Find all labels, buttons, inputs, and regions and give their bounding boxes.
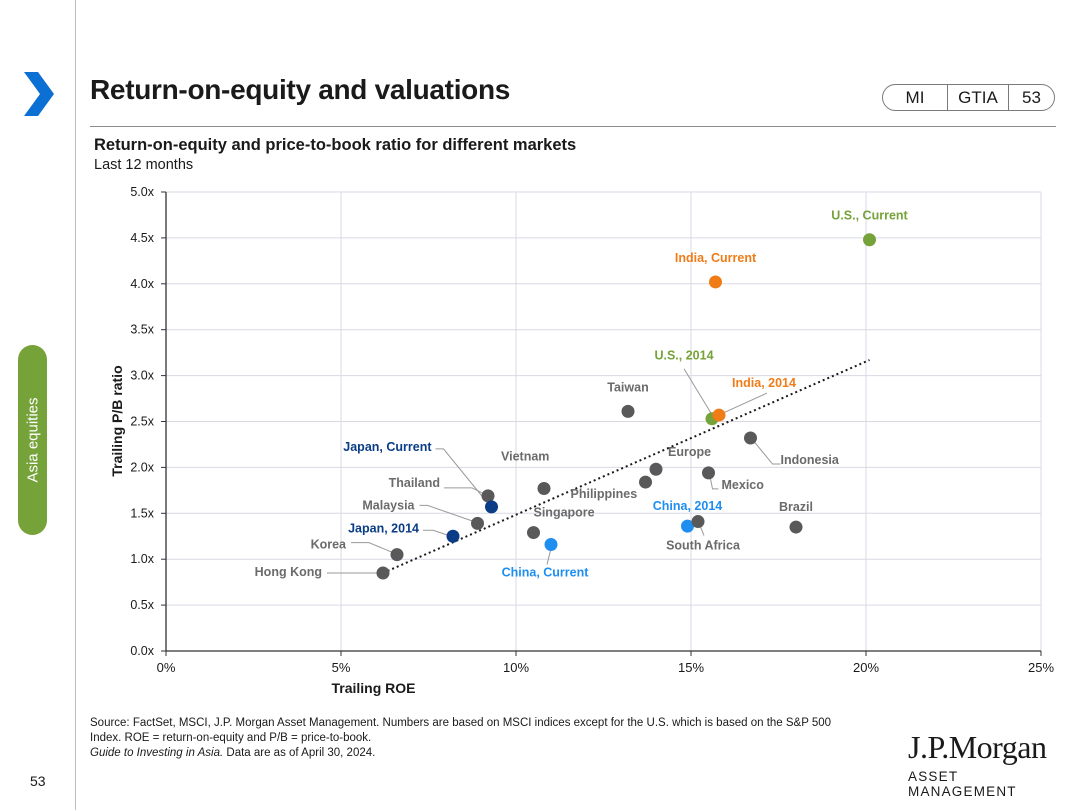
label-china-2014: China, 2014 bbox=[653, 499, 723, 513]
page-title: Return-on-equity and valuations bbox=[90, 74, 511, 105]
x-axis-title: Trailing ROE bbox=[331, 680, 415, 696]
leader-line-japan-2014 bbox=[423, 529, 449, 536]
jpmorgan-logo: J.P.Morgan ASSET MANAGEMENT bbox=[908, 730, 1058, 799]
y-tick-label: 4.0x bbox=[130, 277, 154, 291]
label-thailand: Thailand bbox=[389, 476, 440, 490]
label-india-current: India, Current bbox=[675, 251, 757, 265]
label-philippines: Philippines bbox=[571, 487, 638, 501]
point-thailand bbox=[481, 489, 495, 503]
source-note: Source: FactSet, MSCI, J.P. Morgan Asset… bbox=[90, 716, 890, 761]
point-korea bbox=[390, 548, 404, 562]
label-taiwan: Taiwan bbox=[607, 380, 648, 394]
page-number: 53 bbox=[30, 773, 46, 789]
point-china-current bbox=[544, 538, 558, 552]
x-tick-label: 15% bbox=[678, 660, 704, 675]
label-singapore: Singapore bbox=[534, 506, 595, 520]
label-south-africa: South Africa bbox=[666, 539, 741, 553]
title-divider bbox=[90, 126, 1056, 127]
y-tick-label: 3.0x bbox=[130, 369, 154, 383]
section-badges: MI GTIA 53 bbox=[882, 84, 1055, 111]
point-singapore bbox=[527, 526, 540, 540]
point-japan-2014 bbox=[446, 529, 460, 543]
left-divider-line bbox=[75, 0, 76, 810]
point-india-current bbox=[709, 275, 722, 289]
label-brazil: Brazil bbox=[779, 500, 813, 514]
x-tick-label: 0% bbox=[157, 660, 176, 675]
side-tab-asia-equities[interactable]: Asia equities bbox=[18, 345, 47, 535]
label-korea: Korea bbox=[311, 538, 347, 552]
label-china-current: China, Current bbox=[502, 566, 590, 580]
badge-mi: MI bbox=[883, 85, 948, 110]
label-japan-2014: Japan, 2014 bbox=[348, 521, 419, 535]
label-u-s-2014: U.S., 2014 bbox=[654, 349, 713, 363]
y-tick-label: 3.5x bbox=[130, 323, 154, 337]
label-india-2014: India, 2014 bbox=[732, 376, 796, 390]
point-indonesia bbox=[744, 431, 757, 445]
x-tick-label: 25% bbox=[1028, 660, 1054, 675]
point-mexico bbox=[702, 466, 715, 480]
label-malaysia: Malaysia bbox=[362, 498, 415, 512]
label-mexico: Mexico bbox=[722, 478, 765, 492]
point-hong-kong bbox=[376, 566, 390, 580]
y-tick-label: 1.0x bbox=[130, 552, 154, 566]
badge-gtia: GTIA bbox=[948, 85, 1009, 110]
y-tick-label: 2.5x bbox=[130, 415, 154, 429]
leader-line-china-current bbox=[546, 548, 552, 565]
point-u-s-current bbox=[863, 233, 876, 247]
point-south-africa bbox=[691, 515, 705, 529]
y-tick-label: 0.0x bbox=[130, 644, 154, 658]
x-tick-label: 10% bbox=[503, 660, 529, 675]
logo-sub: ASSET MANAGEMENT bbox=[908, 769, 1017, 799]
leader-line-japan-current bbox=[435, 448, 488, 504]
label-u-s-current: U.S., Current bbox=[831, 209, 908, 223]
source-date: Data are as of April 30, 2024. bbox=[223, 747, 376, 759]
label-japan-current: Japan, Current bbox=[343, 440, 432, 454]
label-europe: Europe bbox=[668, 445, 711, 459]
badge-page: 53 bbox=[1022, 87, 1041, 107]
leader-line-u-s-2014 bbox=[683, 368, 713, 416]
y-tick-label: 1.5x bbox=[130, 506, 154, 520]
point-brazil bbox=[789, 520, 803, 534]
chart-subtitle: Last 12 months bbox=[94, 157, 194, 173]
y-tick-label: 4.5x bbox=[130, 231, 154, 245]
leader-line-india-2014 bbox=[722, 392, 768, 414]
y-axis-title: Trailing P/B ratio bbox=[109, 365, 125, 476]
label-vietnam: Vietnam bbox=[501, 450, 549, 464]
leader-line-mexico bbox=[710, 478, 719, 490]
leader-line-korea bbox=[351, 542, 394, 554]
chart-title: Return-on-equity and price-to-book ratio… bbox=[94, 136, 577, 154]
logo-main: J.P.Morgan bbox=[908, 729, 1047, 765]
leader-line-malaysia bbox=[419, 504, 474, 522]
y-tick-label: 5.0x bbox=[130, 185, 154, 199]
point-japan-current bbox=[485, 500, 498, 514]
x-tick-label: 20% bbox=[853, 660, 879, 675]
point-taiwan bbox=[621, 404, 635, 418]
point-europe bbox=[649, 462, 663, 476]
label-indonesia: Indonesia bbox=[781, 453, 840, 467]
y-tick-label: 0.5x bbox=[130, 598, 154, 612]
point-malaysia bbox=[471, 516, 484, 530]
chevron-right-icon bbox=[24, 72, 54, 116]
label-hong-kong: Hong Kong bbox=[255, 565, 322, 579]
source-line-1: Source: FactSet, MSCI, J.P. Morgan Asset… bbox=[90, 717, 832, 729]
source-guide-title: Guide to Investing in Asia. bbox=[90, 747, 224, 759]
leader-line-thailand bbox=[444, 487, 485, 495]
leader-line-indonesia bbox=[754, 441, 781, 465]
source-line-3: Guide to Investing in Asia. Data are as … bbox=[90, 746, 890, 761]
trendline bbox=[382, 359, 870, 574]
y-tick-label: 2.0x bbox=[130, 460, 154, 474]
point-vietnam bbox=[537, 482, 551, 496]
x-tick-label: 5% bbox=[332, 660, 351, 675]
point-india-2014 bbox=[712, 408, 726, 422]
point-philippines bbox=[639, 475, 652, 489]
source-line-2: Index. ROE = return-on-equity and P/B = … bbox=[90, 732, 372, 744]
point-china-2014 bbox=[681, 519, 694, 533]
